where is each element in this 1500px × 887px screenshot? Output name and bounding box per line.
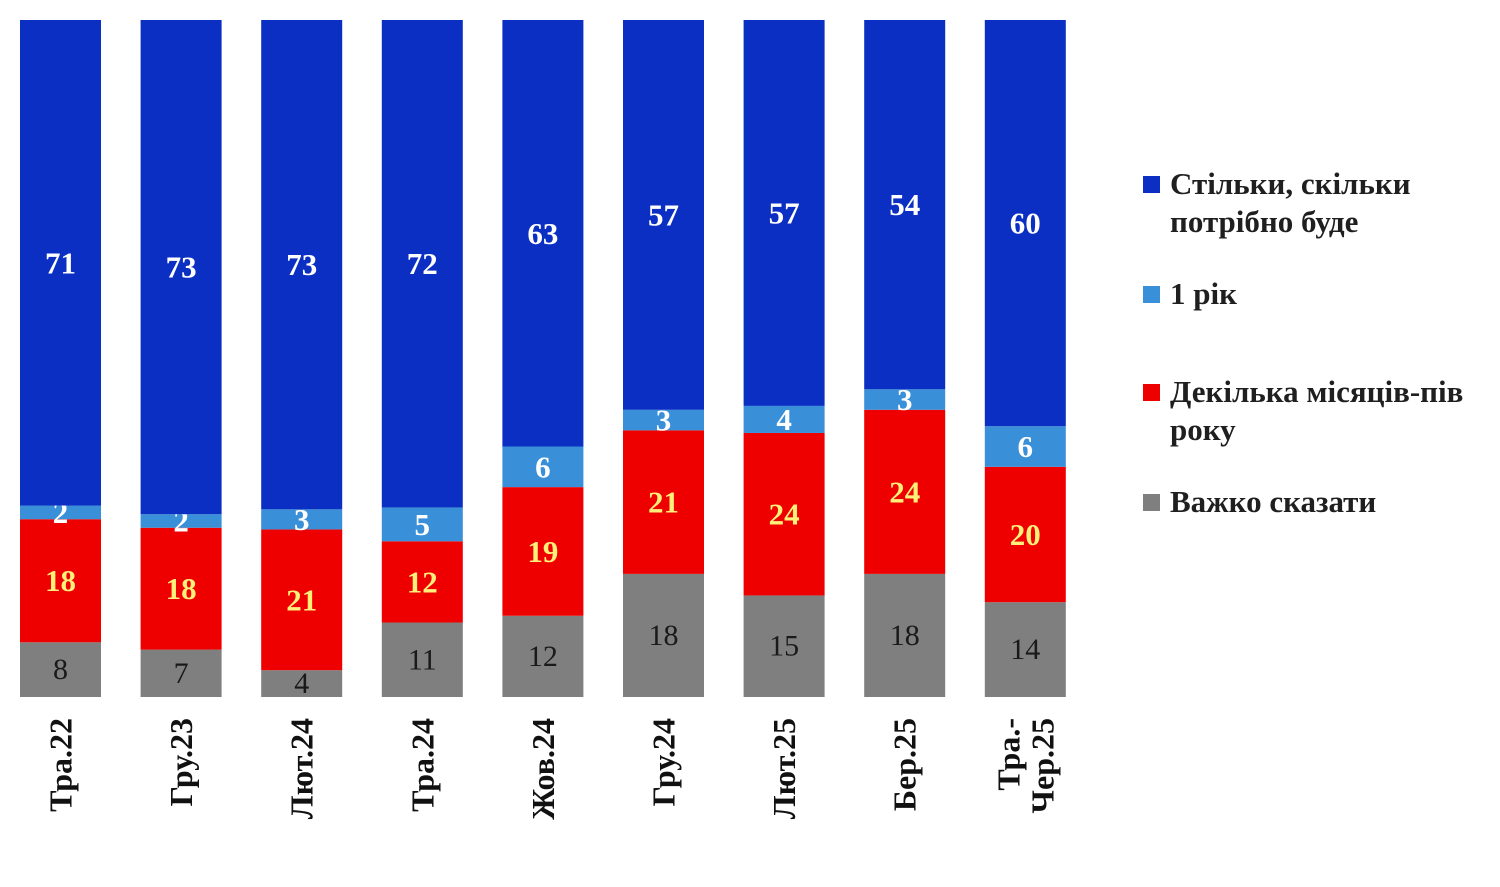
data-label-hard-to-say-7: 18 [890,619,920,652]
legend-label-as-needed: Стільки, скільки потрібно буде [1170,166,1411,239]
bar-hard-to-say-5 [623,573,704,697]
data-label-few-months-0: 18 [45,563,76,598]
x-tick-label-1: Гру.23 [163,718,199,807]
legend-label-few-months: Декілька місяців-пів року [1170,374,1464,447]
data-label-hard-to-say-1: 7 [174,657,189,690]
bar-few-months-1 [140,527,222,650]
data-label-few-months-4: 19 [527,534,558,569]
data-label-hard-to-say-2: 4 [294,667,309,700]
data-label-one-year-6: 4 [776,402,792,437]
bar-one-year-2 [261,509,343,530]
x-tick-label-3: Тра.24 [404,718,440,812]
bar-as-needed-6 [743,20,825,406]
bar-hard-to-say-4 [502,615,584,697]
x-tick-label-6: Лют.25 [766,718,802,819]
legend-item-hard-to-say: Важко сказати [1143,483,1493,521]
data-label-as-needed-2: 73 [286,247,317,282]
bar-one-year-8 [984,426,1066,467]
legend-label-one-year: 1 рік [1170,276,1237,311]
data-label-one-year-8: 6 [1018,429,1034,464]
bar-one-year-6 [743,405,825,433]
data-label-one-year-7: 3 [897,382,913,417]
data-label-hard-to-say-0: 8 [53,653,68,686]
bar-few-months-8 [984,466,1066,603]
bar-hard-to-say-7 [864,573,946,697]
bar-few-months-5 [623,430,704,574]
bar-as-needed-2 [261,20,343,510]
bar-hard-to-say-2 [261,670,343,697]
bar-as-needed-8 [984,20,1066,427]
data-label-as-needed-6: 57 [769,195,800,230]
bar-few-months-4 [502,487,584,616]
bar-one-year-3 [381,507,463,542]
data-label-as-needed-0: 71 [45,245,76,280]
bar-hard-to-say-3 [381,622,463,697]
bar-one-year-5 [623,409,704,431]
legend-item-few-months: Декілька місяців-пів року [1143,373,1493,449]
data-label-as-needed-3: 72 [407,246,438,281]
data-label-few-months-6: 24 [769,497,800,532]
bar-few-months-0 [20,519,101,643]
bar-as-needed-5 [623,20,704,410]
bar-few-months-2 [261,529,343,671]
bar-as-needed-3 [381,20,463,508]
bar-one-year-1 [140,514,222,528]
legend-swatch-as-needed [1143,176,1160,193]
x-tick-label-5: Гру.24 [646,718,682,807]
bar-few-months-6 [743,432,825,596]
x-tick-label-0: Тра.22 [43,718,79,812]
bar-hard-to-say-8 [984,602,1066,697]
bar-one-year-4 [502,446,584,488]
bar-one-year-7 [864,389,946,410]
x-tick-label-7: Бер.25 [887,718,923,811]
data-label-one-year-3: 5 [415,507,431,542]
data-label-one-year-2: 3 [294,502,310,537]
x-tick-label-2: Лют.24 [284,718,320,819]
legend-swatch-few-months [1143,384,1160,401]
legend-item-one-year: 1 рік [1143,275,1493,313]
bar-few-months-7 [864,409,946,574]
data-label-as-needed-4: 63 [527,216,558,251]
x-tick-label-8: Тра.-Чер.25 [990,718,1060,813]
data-label-hard-to-say-4: 12 [528,640,558,673]
data-label-few-months-8: 20 [1010,517,1041,552]
data-label-hard-to-say-5: 18 [649,619,679,652]
data-label-few-months-5: 21 [648,485,679,520]
bar-as-needed-0 [20,20,101,506]
bar-as-needed-4 [502,20,584,447]
data-label-few-months-3: 12 [407,564,438,599]
legend: Стільки, скільки потрібно буде 1 рік Дек… [1143,165,1493,521]
data-label-hard-to-say-6: 15 [769,630,799,663]
bar-hard-to-say-1 [140,649,222,697]
data-label-as-needed-5: 57 [648,197,679,232]
legend-swatch-one-year [1143,286,1160,303]
data-label-few-months-7: 24 [889,474,920,509]
legend-label-hard-to-say: Важко сказати [1170,484,1377,519]
legend-item-as-needed: Стільки, скільки потрібно буде [1143,165,1493,241]
bar-as-needed-7 [864,20,946,390]
bar-hard-to-say-6 [743,595,825,697]
data-label-one-year-5: 3 [656,403,672,438]
data-label-hard-to-say-3: 11 [408,643,437,676]
data-label-as-needed-7: 54 [889,187,920,222]
data-label-as-needed-1: 73 [166,250,197,285]
x-tick-label-4: Жов.24 [525,718,561,820]
data-label-one-year-4: 6 [535,449,551,484]
data-label-as-needed-8: 60 [1010,206,1041,241]
bar-one-year-0 [20,505,101,520]
bar-as-needed-1 [140,20,222,515]
data-label-few-months-2: 21 [286,582,317,617]
legend-swatch-hard-to-say [1143,494,1160,511]
data-label-few-months-1: 18 [166,571,197,606]
data-label-hard-to-say-8: 14 [1010,633,1040,666]
bar-hard-to-say-0 [20,642,101,697]
bar-few-months-3 [381,541,463,623]
